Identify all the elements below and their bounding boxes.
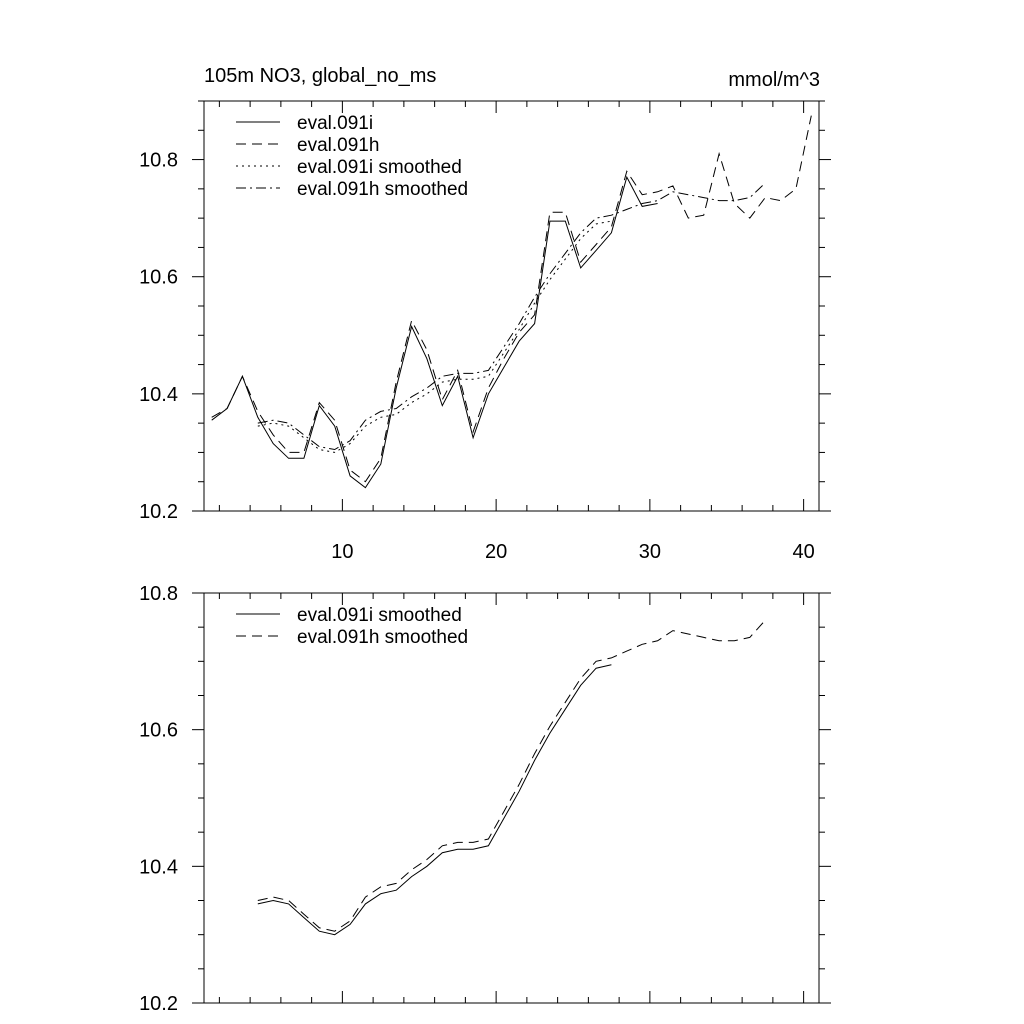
series-line-eval-091h (211, 115, 812, 483)
x-tick-label: 40 (793, 541, 815, 563)
y-tick-label: 10.4 (139, 384, 178, 406)
x-tick-label: 10 (331, 541, 353, 563)
top-panel: 105m NO3, global_no_ms mmol/m^3 10.2 10.4… (139, 65, 831, 563)
y-tick-label: 10.6 (139, 720, 178, 742)
legend-label: eval.091h smoothed (297, 179, 468, 200)
y-tick-label: 10.2 (139, 501, 178, 523)
y-tick-label: 10.4 (139, 856, 178, 878)
legend-label: eval.091h (297, 135, 379, 156)
y-tick-label: 10.8 (139, 583, 178, 605)
legend-label: eval.091i (297, 113, 373, 134)
chart-title: 105m NO3, global_no_ms (204, 65, 436, 87)
legend-label: eval.091i smoothed (297, 605, 462, 626)
legend-label: eval.091h smoothed (297, 627, 468, 648)
units-label: mmol/m^3 (728, 69, 820, 91)
x-tick-label: 20 (485, 541, 507, 563)
bottom-panel: 10.2 10.4 10.6 10.8 eval.091i smoothedeval.0… (139, 583, 831, 1015)
series-line-eval-091h-smoothed (257, 182, 766, 451)
legend-label: eval.091i smoothed (297, 157, 462, 178)
series-line-eval-091h-smoothed (257, 619, 766, 932)
series-line-eval-091i-smoothed (257, 220, 612, 453)
y-tick-label: 10.2 (139, 993, 178, 1015)
series-line-eval-091i-smoothed (257, 664, 612, 936)
y-tick-label: 10.6 (139, 267, 178, 289)
x-tick-label: 30 (639, 541, 661, 563)
y-tick-label: 10.8 (139, 150, 178, 172)
